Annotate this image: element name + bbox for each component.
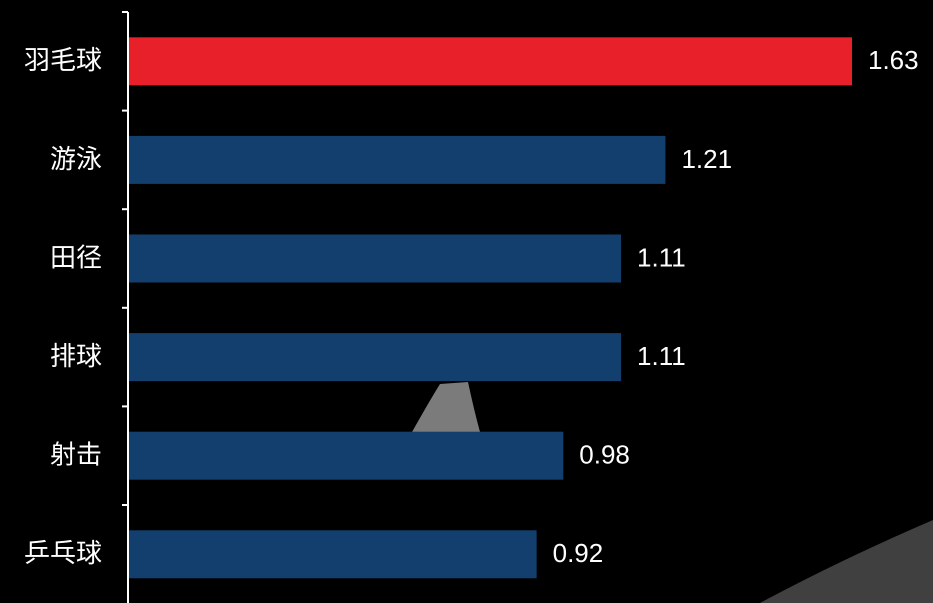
bar (129, 234, 622, 283)
category-label: 田径 (50, 242, 102, 272)
category-label: 羽毛球 (24, 45, 102, 75)
bar (129, 135, 666, 184)
value-label: 1.11 (637, 242, 686, 272)
bar (129, 431, 564, 480)
category-label: 乒乓球 (24, 538, 102, 568)
value-label: 0.98 (579, 440, 630, 470)
value-label: 0.92 (553, 538, 604, 568)
background-photo (760, 520, 933, 603)
bar (129, 37, 852, 86)
bar (129, 530, 537, 579)
value-label: 1.21 (681, 144, 732, 174)
value-label: 1.11 (637, 341, 686, 371)
category-label: 射击 (50, 440, 102, 470)
background-photo (412, 382, 480, 432)
value-label: 1.63 (868, 45, 919, 75)
bar (129, 333, 622, 382)
category-label: 游泳 (50, 144, 102, 174)
category-label: 排球 (50, 341, 102, 371)
